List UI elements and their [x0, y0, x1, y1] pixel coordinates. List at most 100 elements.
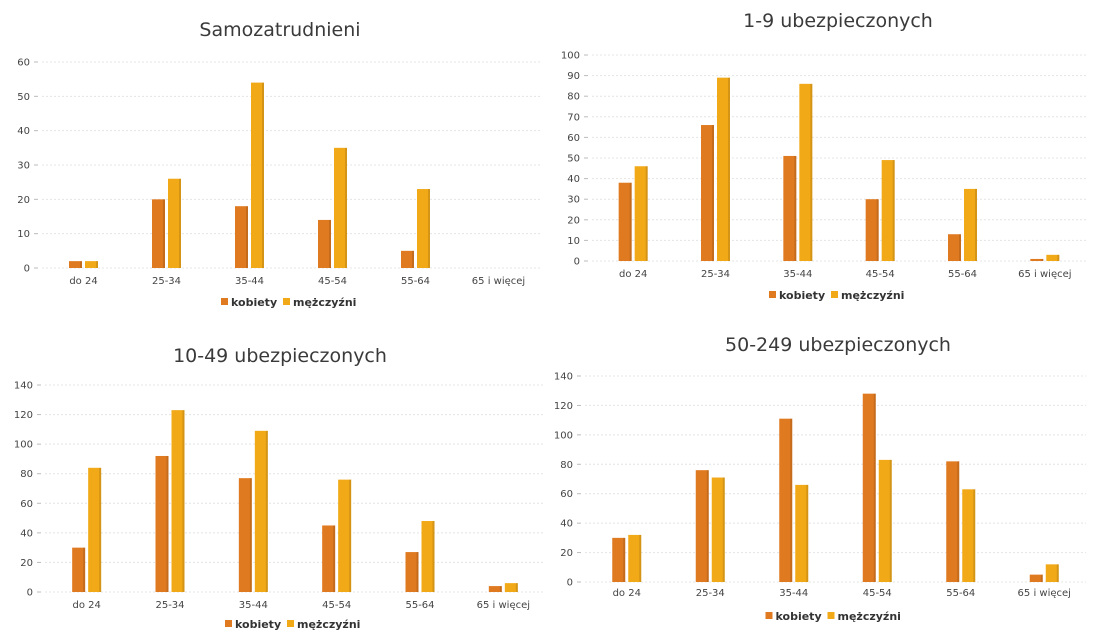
- bar-mezczyzni: [881, 160, 895, 261]
- y-tick-label: 0: [567, 578, 573, 589]
- x-category-label: 25-34: [696, 588, 725, 599]
- bar-shade: [975, 188, 977, 261]
- bar-shade: [83, 547, 86, 592]
- bar-mezczyzni: [1045, 564, 1059, 582]
- x-category-label: do 24: [613, 588, 641, 599]
- bar-kobiety: [488, 586, 502, 592]
- x-category-label: 35-44: [779, 588, 808, 599]
- bar-shade: [957, 461, 960, 582]
- bar-mezczyzni: [88, 467, 102, 592]
- legend: kobiety mężczyźni: [765, 610, 901, 623]
- bar-mezczyzni: [962, 489, 976, 582]
- y-tick-label: 120: [14, 410, 33, 421]
- legend-label: kobiety: [231, 296, 277, 309]
- y-tick-label: 140: [14, 381, 33, 392]
- y-tick-label: 100: [14, 440, 33, 451]
- bar-shade: [432, 521, 435, 592]
- x-category-label: 65 i więcej: [472, 276, 525, 287]
- bar-mezczyzni: [251, 82, 264, 268]
- bar-mezczyzni: [334, 147, 347, 268]
- x-category-label: 45-54: [863, 588, 892, 599]
- bar-shade: [265, 430, 268, 592]
- legend: kobiety mężczyźni: [221, 296, 356, 309]
- bar-shade: [712, 125, 714, 261]
- bar-shade: [889, 459, 892, 582]
- x-category-label: do 24: [69, 276, 97, 287]
- y-tick-label: 0: [24, 264, 30, 275]
- bar-shade: [163, 199, 165, 268]
- legend-swatch-mezczyzni: [287, 620, 294, 627]
- bar-shade: [99, 467, 102, 592]
- y-tick-label: 40: [560, 519, 573, 530]
- bar-kobiety: [318, 219, 331, 268]
- bar-mezczyzni: [171, 410, 185, 592]
- chart-2: 1-9 ubezpieczonych 0 10 20 30 40 50 60 70 80 90 100…: [561, 10, 1086, 302]
- y-tick-label: 10: [567, 236, 580, 247]
- legend-label: mężczyźni: [297, 618, 360, 631]
- y-tick-label: 0: [27, 588, 33, 599]
- bar-kobiety: [701, 125, 714, 261]
- x-category-label: 65 i więcej: [1018, 588, 1071, 599]
- legend-label: mężczyźni: [838, 610, 901, 623]
- bar-kobiety: [1030, 258, 1044, 261]
- y-tick-label: 80: [20, 469, 33, 480]
- y-tick-label: 30: [567, 195, 580, 206]
- bar-shade: [794, 155, 797, 261]
- y-tick-label: 30: [17, 161, 30, 172]
- x-category-label: 45-54: [322, 600, 351, 611]
- bar-kobiety: [862, 393, 876, 582]
- y-tick-label: 20: [17, 195, 30, 206]
- y-tick-label: 80: [560, 460, 573, 471]
- bar-shade: [412, 250, 414, 268]
- chart-1: Samozatrudnieni 0 10 20 30 40 50 60 do 24 25-34 35…: [17, 19, 540, 309]
- legend-swatch-kobiety: [225, 620, 232, 627]
- x-category-label: 55-64: [946, 588, 975, 599]
- chart-3: 10-49 ubezpieczonych 0 20 40 60 80 100 120 140 do…: [14, 345, 545, 631]
- y-tick-label: 100: [554, 430, 573, 441]
- bar-mezczyzni: [504, 583, 518, 592]
- bar-kobiety: [695, 470, 709, 582]
- y-tick-label: 80: [567, 92, 580, 103]
- bar-shade: [1057, 254, 1060, 261]
- bar-shade: [790, 418, 793, 582]
- legend-label: kobiety: [779, 289, 825, 302]
- bar-kobiety: [618, 182, 632, 261]
- y-tick-label: 0: [574, 257, 580, 268]
- y-tick-label: 50: [17, 92, 30, 103]
- x-category-label: do 24: [72, 600, 100, 611]
- bar-kobiety: [948, 234, 961, 261]
- y-tick-label: 20: [560, 548, 573, 559]
- x-category-label: 55-64: [401, 276, 430, 287]
- legend: kobiety mężczyźni: [225, 618, 360, 631]
- legend-label: mężczyźni: [841, 289, 904, 302]
- bar-shade: [80, 261, 82, 268]
- legend-swatch-mezczyzni: [283, 298, 290, 305]
- x-category-label: 45-54: [866, 269, 895, 280]
- bar-shade: [639, 534, 642, 582]
- x-category-label: 35-44: [235, 276, 264, 287]
- bar-kobiety: [72, 547, 86, 592]
- y-tick-label: 40: [17, 126, 30, 137]
- chart-title: 10-49 ubezpieczonych: [173, 345, 387, 367]
- bar-mezczyzni: [254, 430, 268, 592]
- bar-shade: [623, 537, 626, 582]
- y-tick-label: 100: [561, 51, 580, 62]
- bar-shade: [810, 83, 813, 261]
- x-category-label: 25-34: [701, 269, 730, 280]
- bar-shade: [333, 525, 336, 592]
- bar-mezczyzni: [964, 188, 977, 261]
- chart-4: 50-249 ubezpieczonych 0 20 40 60 80 100 120 140 d…: [554, 334, 1086, 623]
- y-tick-label: 60: [567, 133, 580, 144]
- legend-swatch-mezczyzni: [827, 612, 835, 619]
- x-category-label: 25-34: [155, 600, 184, 611]
- bar-mezczyzni: [799, 83, 813, 261]
- bar-kobiety: [238, 478, 252, 592]
- y-tick-label: 60: [17, 58, 30, 69]
- y-tick-label: 50: [567, 154, 580, 165]
- bar-mezczyzni: [634, 166, 648, 261]
- bar-shade: [416, 552, 419, 592]
- bar-shade: [706, 470, 709, 582]
- bar-shade: [515, 583, 518, 592]
- bar-kobiety: [612, 537, 626, 582]
